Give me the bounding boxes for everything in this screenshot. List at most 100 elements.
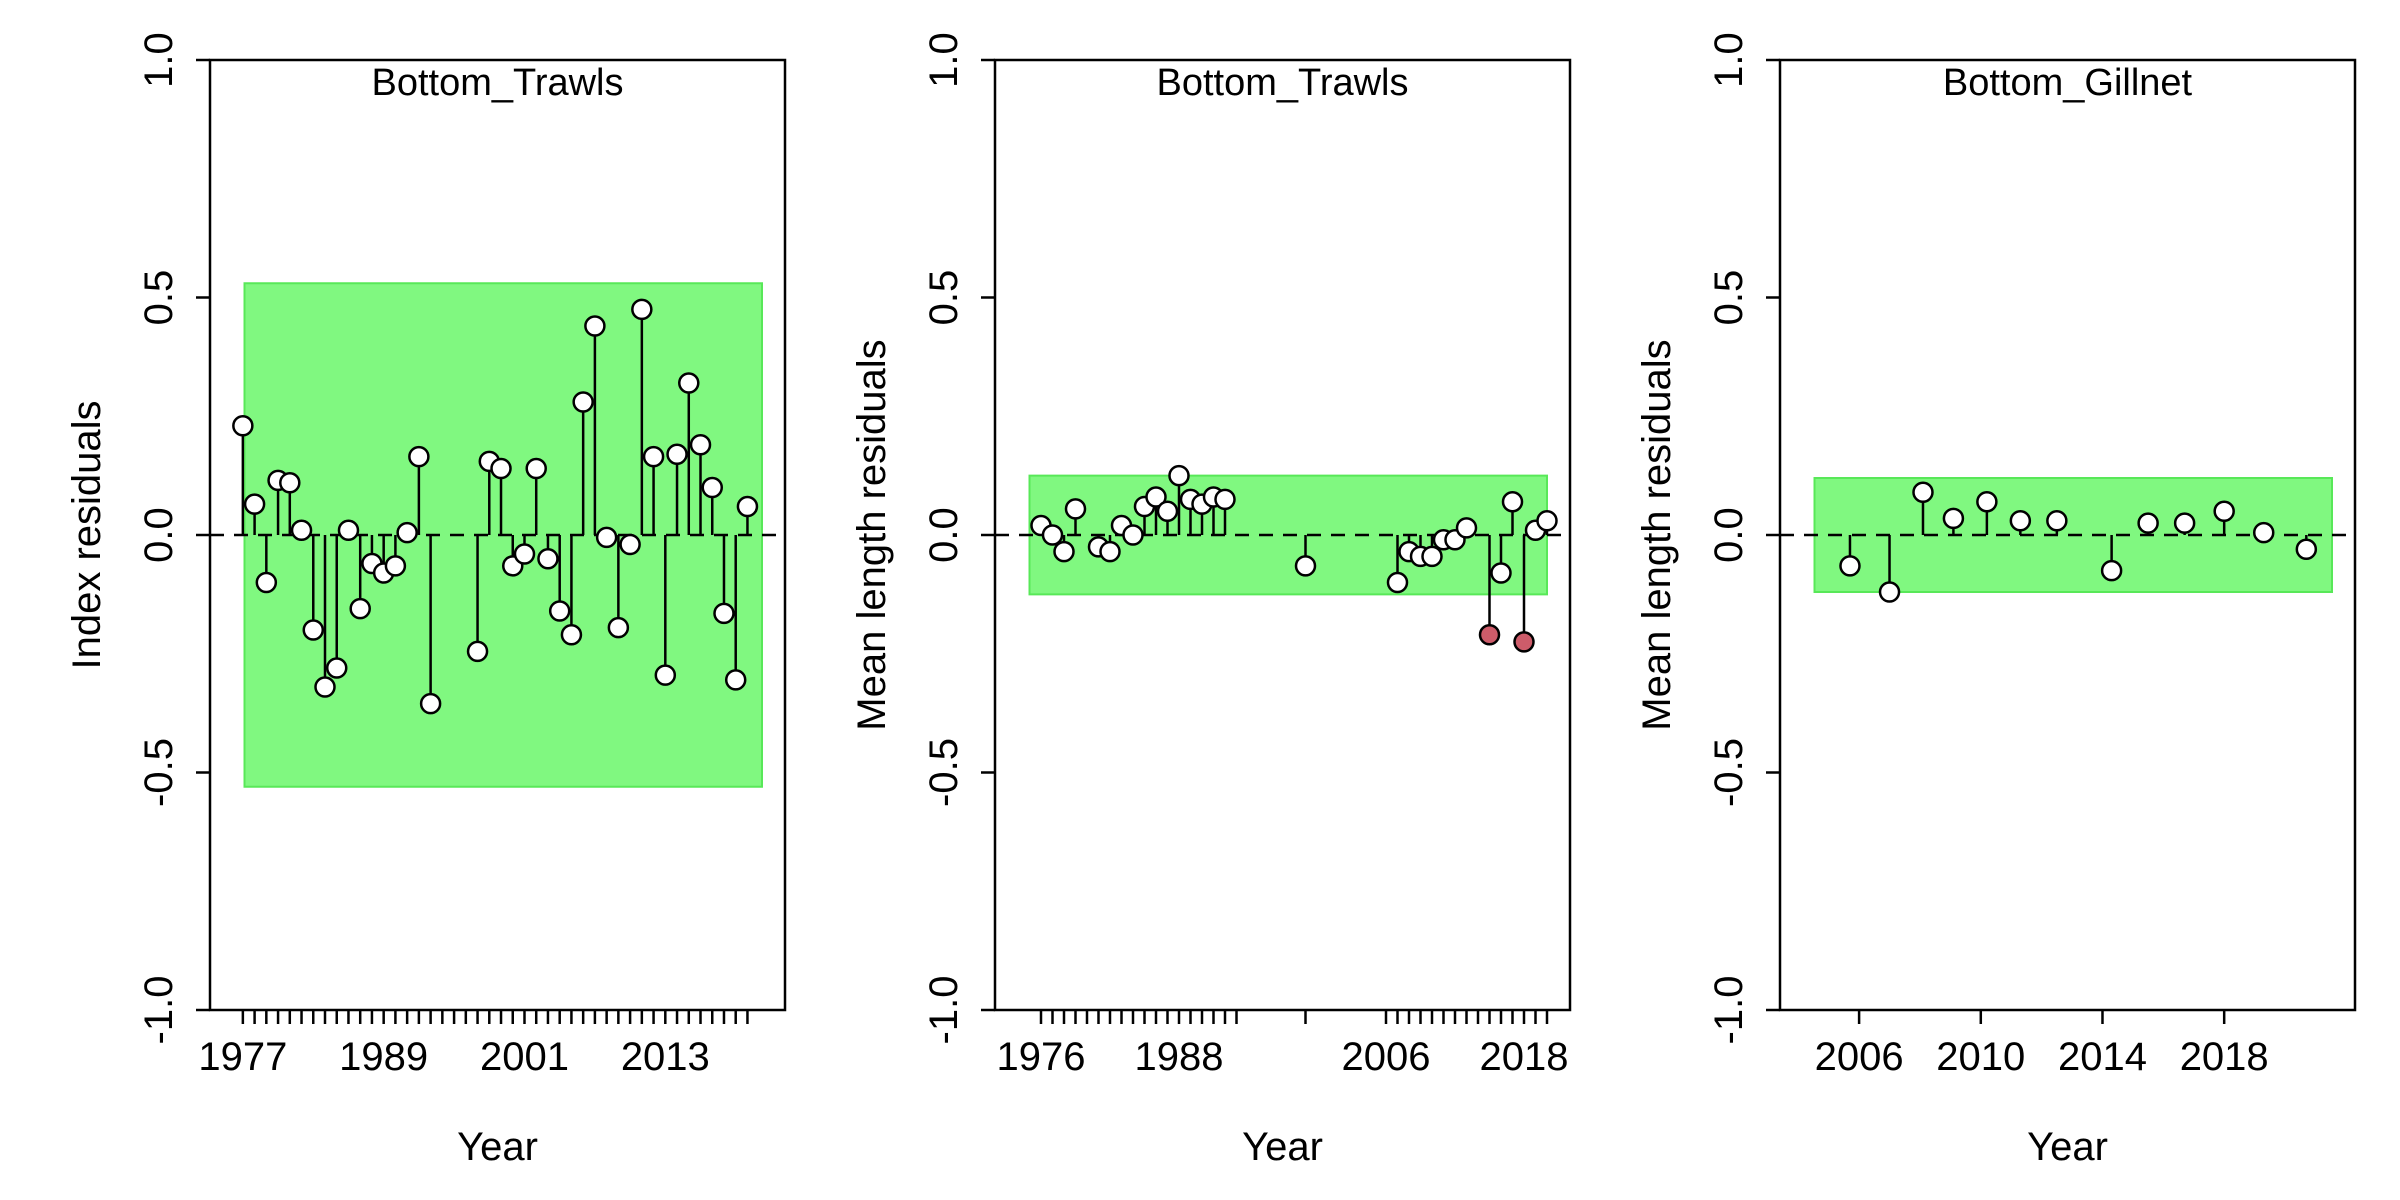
residual-point bbox=[232, 415, 254, 437]
y-axis-label: Mean length residuals bbox=[850, 339, 894, 730]
x-tick-label: 2013 bbox=[621, 1035, 710, 1079]
residual-point bbox=[1976, 491, 1998, 513]
panel-title: Bottom_Gillnet bbox=[1943, 62, 2193, 104]
y-tick-label: -1.0 bbox=[922, 976, 966, 1045]
x-tick-label: 2018 bbox=[2180, 1035, 2269, 1079]
residual-point bbox=[1122, 524, 1144, 546]
residual-point bbox=[548, 600, 571, 622]
outlier-point bbox=[1478, 624, 1501, 646]
x-tick-label: 2014 bbox=[2058, 1035, 2147, 1079]
residual-point bbox=[1536, 510, 1558, 532]
residual-point bbox=[619, 533, 641, 556]
residual-point bbox=[678, 372, 700, 394]
residual-point bbox=[513, 543, 536, 565]
y-tick-label: 1.0 bbox=[922, 32, 966, 88]
y-tick-label: 0.0 bbox=[137, 507, 181, 563]
residual-point bbox=[2213, 500, 2235, 522]
residual-point bbox=[1455, 517, 1478, 539]
residual-point bbox=[279, 472, 301, 494]
residual-point bbox=[1501, 491, 1524, 513]
residual-point bbox=[314, 676, 336, 698]
residual-point bbox=[384, 555, 407, 577]
x-tick-label: 2001 bbox=[480, 1035, 569, 1079]
residual-point bbox=[713, 602, 735, 625]
y-tick-label: 1.0 bbox=[137, 32, 181, 88]
x-tick-label: 1977 bbox=[198, 1035, 287, 1079]
residual-point bbox=[1294, 555, 1317, 577]
residual-point bbox=[1053, 540, 1075, 563]
residual-point bbox=[1064, 498, 1087, 520]
x-tick-label: 2010 bbox=[1936, 1035, 2025, 1079]
residual-point bbox=[666, 443, 688, 465]
panel-index-residuals: Index residuals Year -1.0 -0.5 0.0 0.5 1.0 19… bbox=[65, 32, 787, 1169]
residual-point bbox=[595, 526, 618, 549]
y-tick-label: -1.0 bbox=[137, 976, 181, 1045]
residual-point bbox=[2137, 512, 2159, 534]
residual-point bbox=[466, 640, 489, 663]
x-axis-label: Year bbox=[1242, 1125, 1323, 1169]
residual-point bbox=[302, 619, 325, 641]
y-tick-label: -0.5 bbox=[137, 738, 181, 807]
residual-point bbox=[584, 315, 606, 337]
residual-point bbox=[1490, 562, 1512, 584]
residual-point bbox=[642, 445, 665, 468]
y-axis-label: Mean length residuals bbox=[1635, 339, 1679, 730]
residual-point bbox=[1942, 507, 1965, 530]
residual-point bbox=[1156, 500, 1179, 522]
x-tick-label: 1976 bbox=[997, 1035, 1086, 1079]
y-tick-label: -1.0 bbox=[1707, 976, 1751, 1045]
residual-point bbox=[1839, 555, 1861, 577]
x-axis-label: Year bbox=[2027, 1125, 2108, 1169]
residual-point bbox=[525, 457, 547, 480]
residual-point bbox=[2295, 538, 2318, 560]
y-tick-label: 0.5 bbox=[922, 270, 966, 326]
outlier-point bbox=[1513, 631, 1535, 653]
residual-point bbox=[1041, 524, 1064, 546]
residual-point bbox=[255, 571, 278, 594]
residual-point bbox=[736, 495, 759, 518]
residual-point bbox=[2252, 521, 2275, 544]
panel-mean-length-residuals-trawls: Mean length residuals Year -1.0 -0.5 0.0 0.… bbox=[850, 32, 1572, 1169]
residual-point bbox=[701, 476, 723, 499]
y-tick-label: -0.5 bbox=[922, 738, 966, 807]
residual-point bbox=[1386, 571, 1409, 594]
residual-point bbox=[2173, 512, 2196, 534]
residual-point bbox=[2046, 510, 2068, 532]
residual-point bbox=[337, 519, 360, 541]
residual-point bbox=[243, 493, 266, 515]
panel-mean-length-residuals-gillnet: Mean length residuals Year -1.0 -0.5 0.0 0.… bbox=[1635, 32, 2357, 1169]
residual-point bbox=[2100, 559, 2123, 582]
residual-point bbox=[419, 692, 442, 715]
residual-point bbox=[408, 445, 430, 468]
y-tick-label: 1.0 bbox=[1707, 32, 1751, 88]
residual-point bbox=[560, 624, 583, 646]
x-axis-label: Year bbox=[457, 1125, 538, 1169]
y-axis-label: Index residuals bbox=[65, 400, 109, 669]
residual-point bbox=[631, 298, 653, 321]
panel-title: Bottom_Trawls bbox=[1157, 62, 1409, 104]
y-tick-label: 0.5 bbox=[137, 270, 181, 326]
residual-point bbox=[1912, 481, 1934, 503]
residual-point bbox=[396, 521, 418, 544]
residual-point bbox=[607, 616, 630, 639]
residual-point bbox=[689, 434, 712, 456]
residual-point bbox=[290, 519, 313, 541]
residual-point bbox=[1214, 488, 1236, 511]
residual-point bbox=[572, 391, 594, 413]
residual-point bbox=[325, 657, 348, 679]
residual-point bbox=[654, 664, 677, 686]
residual-point bbox=[724, 669, 747, 691]
residual-point bbox=[1145, 486, 1167, 508]
residual-point bbox=[1421, 545, 1443, 568]
panel-title: Bottom_Trawls bbox=[372, 62, 624, 104]
y-tick-label: 0.5 bbox=[1707, 270, 1751, 326]
residual-point bbox=[1099, 540, 1121, 563]
y-tick-label: 0.0 bbox=[1707, 507, 1751, 563]
y-tick-label: 0.0 bbox=[922, 507, 966, 563]
x-tick-label: 1989 bbox=[339, 1035, 428, 1079]
y-tick-label: -0.5 bbox=[1707, 738, 1751, 807]
x-tick-label: 1988 bbox=[1135, 1035, 1224, 1079]
residual-point bbox=[490, 457, 512, 480]
residual-point bbox=[1878, 581, 1901, 603]
